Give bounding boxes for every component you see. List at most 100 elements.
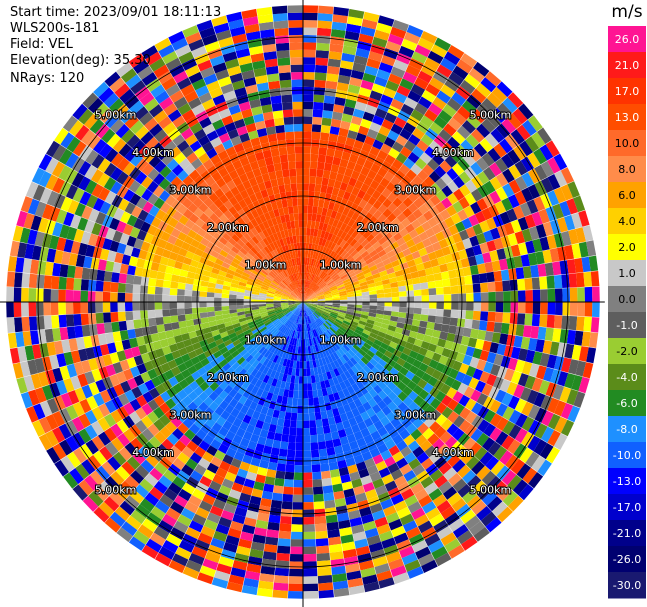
range-gate	[340, 231, 348, 240]
range-gate	[493, 445, 508, 461]
range-gate	[349, 260, 357, 267]
range-gate	[303, 235, 307, 243]
range-gate	[504, 133, 519, 149]
range-gate	[138, 249, 148, 260]
range-gate	[132, 451, 146, 465]
range-gate	[396, 381, 407, 392]
range-gate	[490, 363, 501, 377]
range-gate	[470, 328, 479, 339]
range-gate	[28, 273, 38, 288]
range-gate	[303, 294, 306, 302]
range-gate	[582, 362, 594, 379]
range-gate	[528, 226, 540, 241]
range-gate	[413, 307, 422, 315]
range-gate	[178, 247, 188, 257]
range-gate	[381, 473, 394, 485]
range-gate	[372, 139, 384, 150]
range-gate	[310, 146, 319, 155]
range-gate	[510, 290, 519, 302]
range-gate	[130, 153, 143, 167]
range-gate	[360, 26, 376, 37]
range-gate	[363, 202, 373, 212]
range-gate	[248, 177, 258, 187]
range-gate	[375, 245, 384, 254]
colorbar-swatch	[608, 468, 646, 495]
range-gate	[308, 198, 314, 207]
range-gate	[318, 448, 328, 457]
range-gate	[116, 242, 127, 254]
range-gate	[240, 338, 249, 346]
range-gate	[208, 341, 218, 350]
range-gate	[366, 350, 375, 358]
range-gate	[296, 297, 303, 302]
range-gate	[222, 51, 238, 63]
range-gate	[482, 437, 496, 452]
range-gate	[34, 231, 45, 247]
range-gate	[386, 267, 395, 275]
range-gate	[237, 284, 246, 290]
range-gate	[380, 342, 389, 351]
range-gate	[339, 356, 347, 365]
range-gate	[268, 325, 276, 332]
range-gate	[275, 266, 282, 274]
range-gate	[496, 417, 509, 431]
range-gate	[313, 493, 324, 502]
range-gate	[174, 260, 183, 270]
range-gate	[300, 287, 303, 295]
range-gate	[60, 392, 73, 408]
range-gate	[223, 339, 233, 347]
range-gate	[6, 317, 16, 333]
range-gate	[243, 304, 252, 309]
range-gate	[351, 447, 362, 458]
range-gate	[298, 390, 303, 399]
range-gate	[232, 176, 243, 187]
range-gate	[326, 409, 334, 419]
range-gate	[255, 233, 263, 242]
range-gate	[184, 296, 192, 302]
range-gate	[224, 471, 237, 483]
range-gate	[105, 332, 115, 344]
range-gate	[199, 285, 208, 292]
range-gate	[51, 276, 60, 290]
range-gate	[222, 454, 234, 465]
range-gate	[387, 192, 398, 203]
range-gate	[261, 490, 273, 500]
range-gate	[348, 401, 357, 411]
range-gate	[257, 587, 273, 598]
range-gate	[310, 368, 315, 376]
range-gate	[390, 241, 400, 250]
range-gate	[262, 445, 273, 455]
range-gate	[374, 563, 391, 575]
range-gate	[291, 524, 303, 532]
range-gate	[316, 35, 331, 44]
range-gate	[92, 345, 103, 358]
range-gate	[297, 405, 303, 414]
range-gate	[164, 409, 177, 422]
range-gate	[264, 58, 278, 68]
range-gate	[123, 402, 135, 416]
range-gate	[489, 399, 502, 413]
range-gate	[412, 235, 422, 245]
range-gate	[352, 531, 367, 542]
range-gate	[408, 134, 421, 146]
range-ring-label: 1.00km	[320, 259, 362, 272]
range-gate	[134, 171, 148, 185]
range-gate	[432, 265, 441, 274]
range-gate	[377, 101, 391, 113]
range-gate	[377, 346, 387, 355]
range-gate	[214, 258, 224, 266]
range-gate	[364, 135, 376, 146]
range-gate	[93, 81, 109, 98]
range-gate	[85, 149, 99, 165]
range-gate	[251, 236, 260, 245]
range-gate	[249, 193, 258, 203]
range-gate	[539, 314, 548, 328]
range-gate	[107, 342, 117, 354]
range-gate	[285, 310, 292, 316]
range-gate	[260, 286, 269, 291]
range-gate	[35, 288, 44, 302]
range-gate	[531, 131, 546, 149]
range-gate	[394, 327, 404, 334]
range-gate	[104, 427, 117, 442]
range-gate	[384, 350, 393, 359]
